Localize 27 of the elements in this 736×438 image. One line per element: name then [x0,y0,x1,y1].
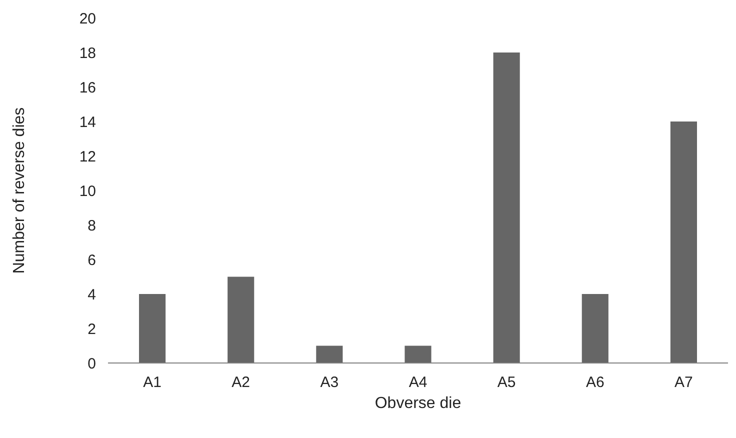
bar [139,294,166,363]
bar [670,122,697,363]
x-tick-label: A5 [497,374,516,391]
y-tick-label: 6 [88,252,96,269]
y-tick-label: 16 [79,79,96,96]
bar [493,52,520,363]
y-tick-label: 10 [79,182,96,200]
y-axis-title: Number of reverse dies [11,107,28,274]
bar [316,346,343,363]
y-tick-label: 14 [79,114,96,131]
y-tick-label: 0 [88,355,96,372]
x-tick-label: A2 [232,374,250,391]
x-tick-label: A6 [586,374,604,391]
x-axis-title: Obverse die [374,395,462,412]
y-tick-label: 8 [88,217,96,234]
bar [228,276,254,363]
y-tick-label: 12 [79,148,96,166]
bar [404,346,432,363]
bar [582,294,608,363]
x-tick-label: A3 [320,374,339,391]
y-tick-label: 2 [88,320,96,338]
y-tick-label: 20 [79,10,96,28]
x-tick-label: A4 [408,374,428,391]
x-tick-label: A1 [143,374,162,391]
y-tick-label: 18 [79,44,96,62]
x-tick-label: A7 [674,374,693,391]
y-tick-label: 4 [88,286,96,304]
